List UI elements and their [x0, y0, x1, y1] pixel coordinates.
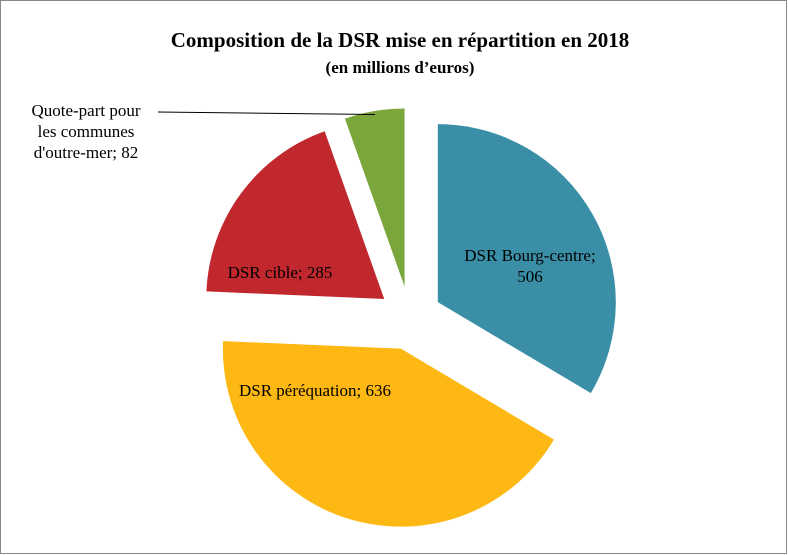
chart-title: Composition de la DSR mise en répartitio… [171, 28, 630, 52]
pie-slice [206, 131, 385, 299]
leader-line [157, 111, 375, 116]
slice-label: DSR cible; 285 [227, 263, 333, 282]
chart-subtitle: (en millions d’euros) [326, 58, 475, 77]
pie-slice [344, 108, 405, 287]
slice-label: DSR Bourg-centre; 506 [464, 246, 596, 286]
slice-label: Quote-part pour les communes d'outre-mer… [31, 101, 141, 162]
pie-slice [437, 124, 616, 394]
pie-slice [222, 341, 554, 527]
slice-label: DSR péréquation; 636 [238, 381, 392, 400]
